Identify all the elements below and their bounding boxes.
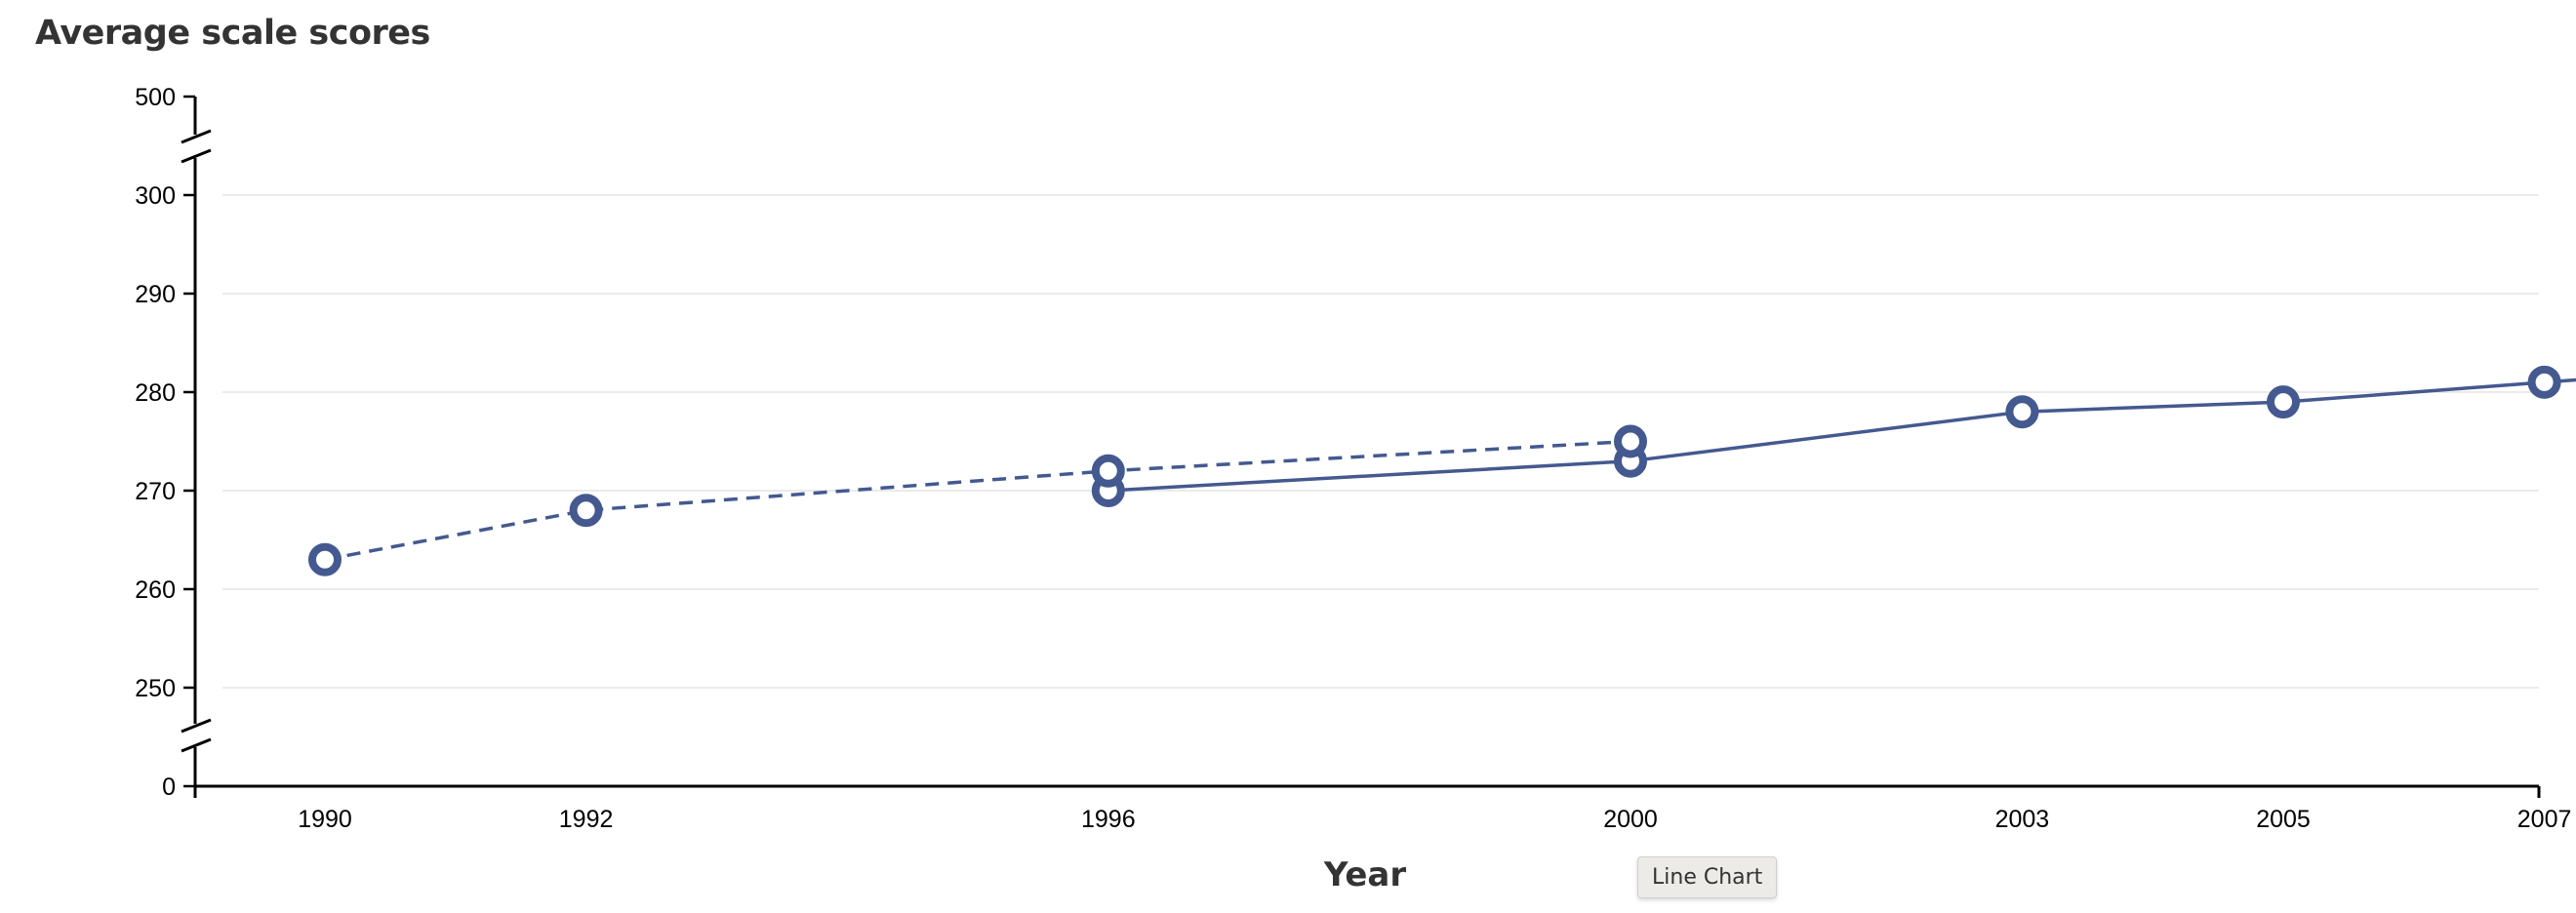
y-tick-label: 270 xyxy=(135,478,176,505)
data-point[interactable] xyxy=(2267,385,2300,419)
x-tick-label: 1990 xyxy=(298,806,352,833)
series-lines xyxy=(324,377,2576,562)
y-axis-break-mark xyxy=(181,718,212,734)
x-axis-title: Year xyxy=(1323,855,1407,894)
x-tick-label: 1996 xyxy=(1081,806,1136,833)
y-tick-label: 500 xyxy=(135,84,176,111)
axes xyxy=(181,95,2541,798)
y-tick-label: 0 xyxy=(162,774,176,801)
gridlines xyxy=(222,194,2539,689)
x-tick-label: 2000 xyxy=(1603,806,1658,833)
data-point[interactable] xyxy=(2005,395,2039,429)
y-tick-label: 260 xyxy=(135,576,176,604)
data-point[interactable] xyxy=(1614,424,1647,458)
y-tick-label: 300 xyxy=(135,182,176,210)
y-axis-break-mark xyxy=(181,129,212,144)
y-axis-break-mark xyxy=(181,737,212,753)
tick-labels: 0 250 260 270 280 290 300 500 1990 1992 1996 2000 20… xyxy=(135,84,2572,833)
series-line-solid xyxy=(1107,377,2576,493)
x-tick-label: 2005 xyxy=(2256,806,2311,833)
y-tick-label: 290 xyxy=(135,281,176,308)
data-point[interactable] xyxy=(569,494,603,528)
chart-title: Average scale scores xyxy=(35,14,430,53)
data-point[interactable] xyxy=(1091,454,1125,488)
x-tick-label: 1992 xyxy=(559,806,614,833)
series-line-dashed xyxy=(324,439,1631,562)
data-point[interactable] xyxy=(2527,365,2561,399)
x-tick-label: 2003 xyxy=(1995,806,2050,833)
y-tick-label: 280 xyxy=(135,379,176,407)
data-point[interactable] xyxy=(308,542,342,576)
chart-type-tooltip: Line Chart xyxy=(1637,856,1778,898)
y-tick-label: 250 xyxy=(135,675,176,702)
x-tick-label: 2007 xyxy=(2517,806,2572,833)
y-axis-break-mark xyxy=(181,148,212,164)
data-points xyxy=(308,365,2561,576)
